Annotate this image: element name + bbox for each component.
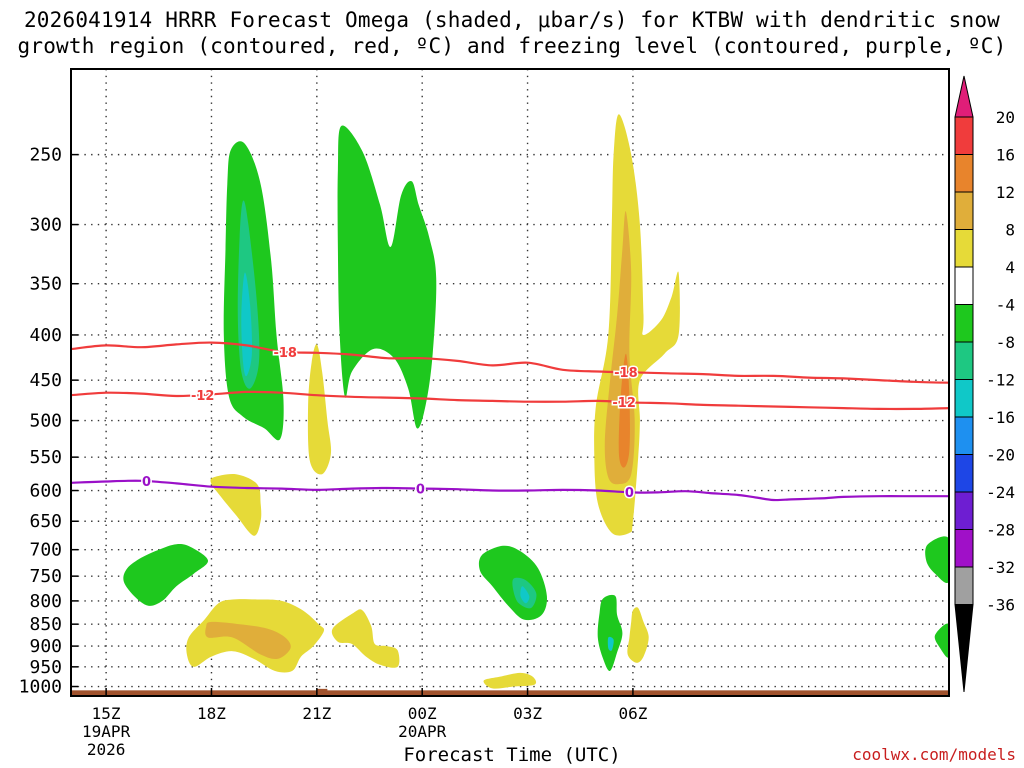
x-tick-date-15Z: 19APR [82, 722, 131, 741]
colorbar-label-12: -32 [986, 558, 1015, 577]
dsg-contour-12-label-0: -12 [191, 389, 215, 404]
freezing-contour-label-0: 0 [142, 475, 151, 490]
colorbar-label-0: 20 [996, 108, 1015, 127]
colorbar-segment-8 [954, 416, 974, 455]
colorbar-label-3: 8 [1005, 221, 1015, 240]
ground-bump [316, 688, 328, 691]
x-tick-date-00Z: 20APR [398, 722, 447, 741]
colorbar-segment-5 [954, 304, 974, 343]
y-tick-label-250: 250 [29, 145, 62, 166]
colorbar-segment-7 [954, 379, 974, 418]
colorbar-segment-6 [954, 341, 974, 380]
omega-shading [123, 114, 949, 689]
x-tick-label-03Z: 03Z [513, 704, 542, 723]
x-tick-label-21Z: 21Z [302, 704, 331, 723]
omega-region-yellow-center-1 [331, 609, 400, 668]
omega-region-green-upper-b [337, 125, 437, 429]
colorbar-segment-12 [954, 566, 974, 605]
colorbar-segment-0 [954, 116, 974, 155]
dsg-contour-12-line [71, 390, 949, 411]
y-tick-label-400: 400 [29, 325, 62, 346]
plot-frame [70, 68, 950, 697]
omega-region-green-edge-2 [934, 623, 949, 658]
omega-region-green-left [123, 544, 209, 606]
colorbar-segment-11 [954, 529, 974, 568]
colorbar-label-1: 16 [996, 146, 1015, 165]
omega-region-gold-left [205, 621, 291, 659]
colorbar-segment-9 [954, 454, 974, 493]
y-tick-label-300: 300 [29, 215, 62, 236]
omega-region-cyan-right-narrow [607, 636, 614, 651]
chart-title-line2: growth region (contoured, red, ºC) and f… [17, 34, 1007, 58]
y-tick-label-450: 450 [29, 370, 62, 391]
credit-text: coolwx.com/models [852, 745, 1016, 764]
freezing-contour-label-1: 0 [416, 483, 425, 498]
y-tick-label-350: 350 [29, 274, 62, 295]
x-axis-title: Forecast Time (UTC) [403, 744, 621, 766]
omega-region-orange-tall [618, 353, 630, 468]
colorbar-segment-10 [954, 491, 974, 530]
colorbar-segment-2 [954, 191, 974, 230]
temperature-contours: -18 -18 -12 -12 0 0 0 [71, 341, 949, 503]
colorbar-label-9: -20 [986, 446, 1015, 465]
colorbar-label-13: -36 [986, 596, 1015, 615]
y-tick-label-550: 550 [29, 447, 62, 468]
colorbar-label-7: -12 [986, 371, 1015, 390]
dsg-contour-18-line [71, 341, 949, 384]
y-tick-label-600: 600 [29, 481, 62, 502]
x-tick-label-06Z: 06Z [618, 704, 647, 723]
colorbar-label-10: -24 [986, 483, 1015, 502]
y-tick-label-650: 650 [29, 511, 62, 532]
chart-title-line1: 2026041914 HRRR Forecast Omega (shaded, … [23, 8, 1001, 32]
colorbar-bottom-arrow [954, 604, 974, 693]
colorbar-label-11: -28 [986, 521, 1015, 540]
colorbar-label-5: -4 [996, 296, 1015, 315]
y-tick-label-800: 800 [29, 591, 62, 612]
colorbar-top-arrow [954, 75, 974, 118]
freezing-contour-label-2: 0 [625, 486, 634, 501]
ground-layer [71, 688, 949, 696]
colorbar: 20 16 12 8 4 -4 -8 -12 -16 -20 -24 -28 -32 -36 [954, 75, 1015, 693]
x-tick-year-15Z: 2026 [87, 740, 126, 759]
colorbar-segment-4 [954, 266, 974, 305]
y-tick-label-750: 750 [29, 566, 62, 587]
omega-region-yellow-small [307, 344, 332, 475]
y-tick-label-500: 500 [29, 411, 62, 432]
x-tick-label-00Z: 00Z [408, 704, 437, 723]
y-axis: 2503003504004505005506006507007508008509… [19, 145, 78, 698]
colorbar-label-8: -16 [986, 408, 1015, 427]
freezing-contour-line [71, 479, 949, 502]
dsg-contour-12-label-1: -12 [612, 396, 636, 411]
omega-region-cyan-right-low [520, 586, 530, 604]
omega-region-cyan-upper-a [241, 272, 253, 377]
y-tick-label-900: 900 [29, 636, 62, 657]
omega-region-green-right-narrow [597, 594, 623, 671]
colorbar-label-2: 12 [996, 183, 1015, 202]
colorbar-segment-1 [954, 154, 974, 193]
omega-region-yellow-mid [210, 473, 262, 536]
dsg-contour-18-label-0: -18 [273, 346, 297, 361]
omega-region-yellow-right-small [627, 607, 649, 663]
colorbar-label-6: -8 [996, 333, 1015, 352]
colorbar-label-4: 4 [1005, 258, 1015, 277]
omega-region-green-edge-1 [925, 536, 949, 583]
colorbar-segment-3 [954, 229, 974, 268]
omega-region-yellow-center-2 [483, 672, 537, 689]
y-tick-label-700: 700 [29, 540, 62, 561]
y-tick-label-850: 850 [29, 614, 62, 635]
x-tick-label-18Z: 18Z [197, 704, 226, 723]
ground-fill [71, 690, 949, 696]
y-tick-label-1000: 1000 [19, 677, 62, 698]
gridlines [71, 69, 949, 696]
dsg-contour-18-label-1: -18 [614, 366, 638, 381]
y-tick-label-950: 950 [29, 657, 62, 678]
x-tick-label-15Z: 15Z [92, 704, 121, 723]
